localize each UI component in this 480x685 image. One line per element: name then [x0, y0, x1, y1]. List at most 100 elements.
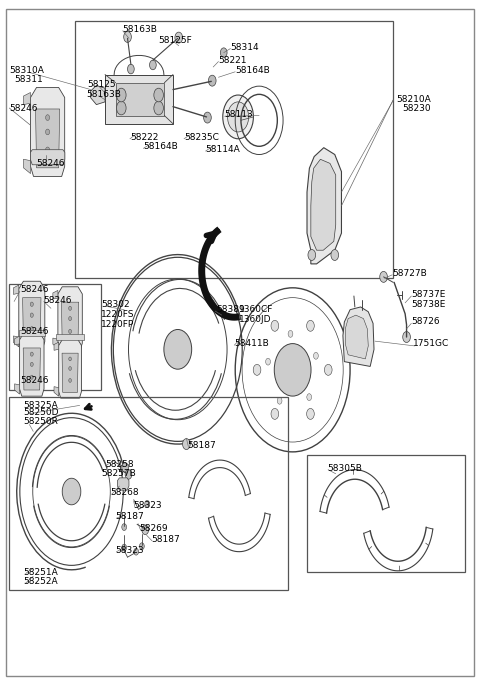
- Circle shape: [122, 463, 129, 473]
- Text: 58163B: 58163B: [123, 25, 157, 34]
- Text: 58323: 58323: [134, 501, 162, 510]
- Circle shape: [140, 543, 144, 549]
- Circle shape: [30, 327, 33, 331]
- Text: 58257B: 58257B: [101, 469, 136, 478]
- Text: 58737E: 58737E: [411, 290, 446, 299]
- Text: 58250D: 58250D: [24, 408, 59, 416]
- Text: 58411B: 58411B: [234, 339, 269, 349]
- Circle shape: [62, 478, 81, 505]
- Circle shape: [46, 114, 49, 121]
- Circle shape: [223, 95, 253, 139]
- Polygon shape: [54, 342, 59, 350]
- Polygon shape: [14, 384, 20, 394]
- Circle shape: [164, 329, 192, 369]
- Text: 58113: 58113: [225, 110, 253, 119]
- Circle shape: [154, 88, 163, 102]
- Text: 58268: 58268: [110, 488, 138, 497]
- Text: 58727B: 58727B: [392, 269, 427, 278]
- Circle shape: [117, 88, 126, 102]
- Text: 1220FS: 1220FS: [101, 310, 135, 319]
- Circle shape: [30, 362, 33, 366]
- Circle shape: [69, 306, 72, 310]
- Text: 58125F: 58125F: [158, 36, 192, 45]
- Text: 58222: 58222: [130, 133, 158, 142]
- Circle shape: [253, 364, 261, 375]
- Polygon shape: [343, 307, 374, 366]
- Polygon shape: [58, 287, 82, 350]
- Polygon shape: [345, 315, 368, 359]
- Circle shape: [30, 302, 33, 306]
- Text: 58246: 58246: [20, 376, 48, 385]
- Polygon shape: [19, 330, 45, 336]
- Text: 58269: 58269: [140, 524, 168, 533]
- Text: 58125: 58125: [87, 80, 116, 89]
- Circle shape: [208, 75, 216, 86]
- Text: 58302: 58302: [101, 301, 130, 310]
- Text: 58164B: 58164B: [144, 142, 178, 151]
- Circle shape: [145, 501, 150, 508]
- Circle shape: [307, 408, 314, 419]
- Text: 58314: 58314: [230, 42, 259, 51]
- Text: 58221: 58221: [218, 55, 247, 64]
- Text: 1360CF: 1360CF: [239, 306, 274, 314]
- Circle shape: [277, 397, 282, 404]
- Text: 58250R: 58250R: [24, 417, 59, 426]
- Circle shape: [142, 525, 149, 534]
- Text: 58164B: 58164B: [235, 66, 270, 75]
- Bar: [9, 284, 101, 390]
- Polygon shape: [311, 160, 336, 250]
- Text: 58305B: 58305B: [327, 464, 362, 473]
- Text: 58310A: 58310A: [9, 66, 44, 75]
- Polygon shape: [23, 298, 41, 342]
- Polygon shape: [13, 336, 19, 347]
- Polygon shape: [20, 333, 44, 396]
- Polygon shape: [54, 386, 59, 396]
- Bar: [307, 456, 465, 571]
- Text: 58246: 58246: [9, 103, 38, 112]
- Circle shape: [175, 32, 182, 43]
- Polygon shape: [24, 92, 31, 105]
- Circle shape: [69, 366, 72, 371]
- Circle shape: [69, 316, 72, 321]
- Text: 58235C: 58235C: [184, 133, 219, 142]
- Circle shape: [69, 357, 72, 361]
- Bar: [75, 21, 393, 277]
- Circle shape: [30, 375, 33, 379]
- Circle shape: [122, 523, 127, 530]
- Polygon shape: [56, 334, 84, 340]
- Circle shape: [380, 271, 387, 282]
- Text: 1220FP: 1220FP: [101, 319, 134, 329]
- Text: 58246: 58246: [44, 296, 72, 305]
- Circle shape: [125, 470, 132, 479]
- Circle shape: [69, 379, 72, 382]
- Polygon shape: [105, 75, 173, 124]
- Polygon shape: [91, 86, 105, 105]
- Polygon shape: [24, 159, 31, 173]
- Circle shape: [307, 394, 312, 401]
- Text: 58163B: 58163B: [86, 90, 121, 99]
- Circle shape: [182, 438, 190, 449]
- Text: 58738E: 58738E: [411, 300, 446, 309]
- Text: 58246: 58246: [36, 159, 65, 168]
- Circle shape: [288, 330, 293, 337]
- Circle shape: [204, 112, 211, 123]
- Circle shape: [265, 358, 270, 365]
- Circle shape: [154, 101, 163, 115]
- Polygon shape: [53, 338, 58, 348]
- Circle shape: [46, 129, 49, 135]
- Circle shape: [228, 102, 249, 132]
- Circle shape: [46, 147, 49, 153]
- Polygon shape: [116, 83, 164, 116]
- Text: 58246: 58246: [20, 327, 48, 336]
- Text: 58246: 58246: [20, 286, 48, 295]
- Circle shape: [313, 352, 318, 359]
- Text: 1751GC: 1751GC: [413, 339, 449, 349]
- Circle shape: [124, 32, 132, 42]
- Circle shape: [150, 60, 156, 70]
- Polygon shape: [31, 88, 65, 177]
- Text: 58325A: 58325A: [24, 401, 59, 410]
- Polygon shape: [14, 336, 20, 345]
- Text: 58210A: 58210A: [396, 95, 431, 103]
- Polygon shape: [19, 282, 45, 349]
- Text: 58187: 58187: [187, 440, 216, 449]
